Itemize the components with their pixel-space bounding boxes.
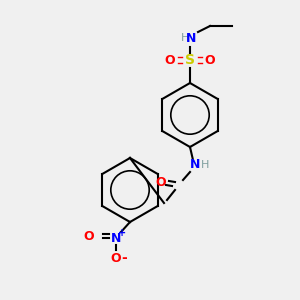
Text: S: S: [185, 53, 195, 67]
Text: N: N: [190, 158, 200, 172]
Text: +: +: [118, 228, 126, 238]
Text: O: O: [165, 53, 175, 67]
Text: O: O: [156, 176, 166, 188]
Text: H: H: [181, 33, 189, 43]
Text: N: N: [186, 32, 196, 44]
Text: -: -: [121, 251, 127, 265]
Text: O: O: [84, 230, 94, 242]
Text: N: N: [111, 232, 121, 244]
Text: O: O: [205, 53, 215, 67]
Text: H: H: [201, 160, 209, 170]
Text: O: O: [111, 251, 121, 265]
